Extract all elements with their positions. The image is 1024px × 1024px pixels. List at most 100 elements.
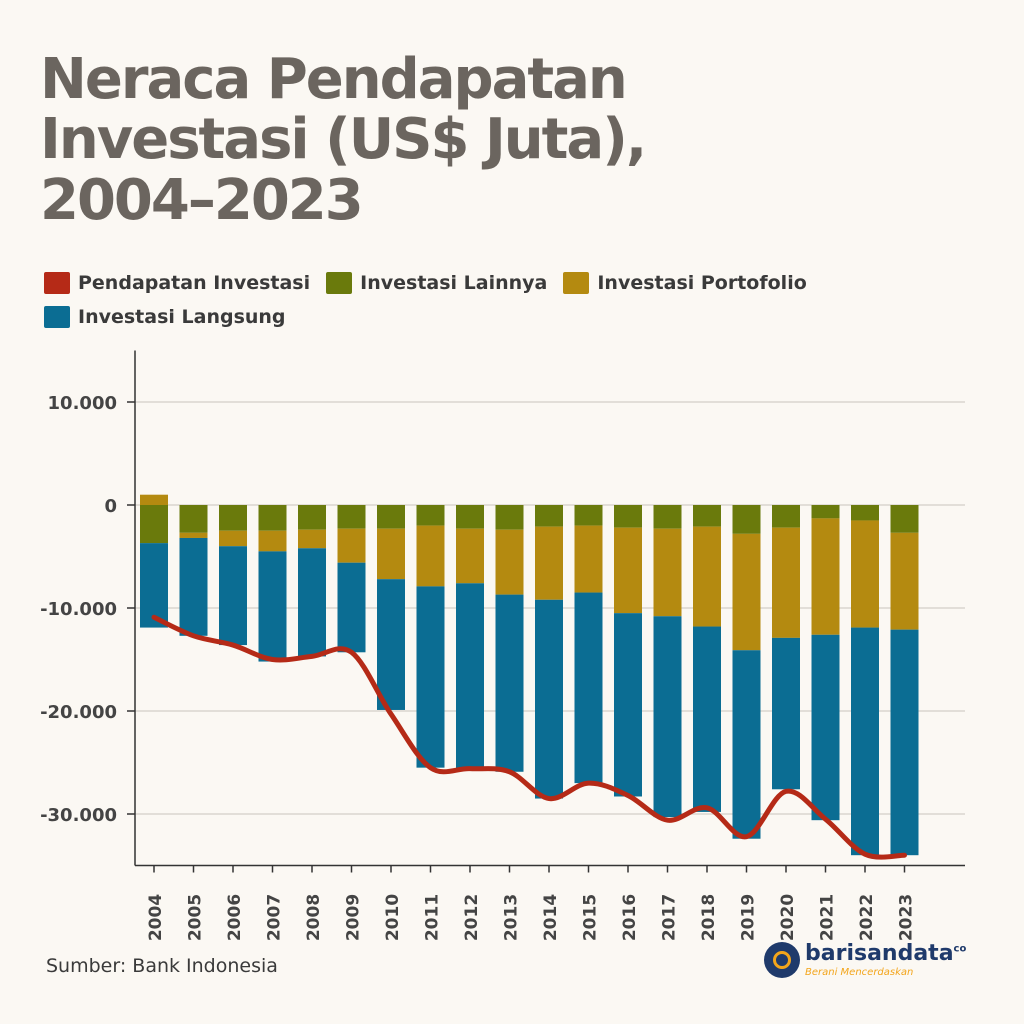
bar-langsung [495,594,524,772]
bar-langsung [535,599,563,799]
logo-mark-icon [764,942,800,978]
bar-lainnya [614,505,642,528]
chart-title: Neraca Pendapatan Investasi (US$ Juta), … [40,47,800,233]
bar-lainnya [535,505,563,527]
bar-portofolio [456,528,484,584]
bar-lainnya [219,505,247,531]
bar-langsung [693,626,721,812]
bar-langsung [732,650,761,839]
bar-portofolio [219,530,247,547]
bar-portofolio [535,526,563,600]
bar-lainnya [890,505,919,533]
legend-label-pendapatan: Pendapatan Investasi [78,272,311,294]
bar-lainnya [258,505,287,531]
logo-name: barisandataco [805,940,967,966]
bar-lainnya [377,505,405,529]
bar-lainnya [772,505,800,528]
bar-portofolio [495,529,524,595]
x-tick-label: 2020 [778,894,798,941]
source-note: Sumber: Bank Indonesia [46,955,278,977]
x-tick-label: 2019 [739,894,759,941]
logo-tagline: Berani Mencerdaskan [805,966,914,978]
bar-langsung [772,637,800,790]
bar-lainnya [337,505,366,529]
bar-lainnya [693,505,721,527]
bar-lainnya [495,505,524,530]
legend-label-lainnya: Investasi Lainnya [360,272,548,294]
legend-item-pendapatan: Pendapatan Investasi [44,270,310,296]
bar-lainnya [298,505,326,530]
logo-suffix: co [953,943,967,955]
logo-text: barisandataco Berani Mencerdaskan [805,940,967,978]
bar-portofolio [574,525,603,593]
bar-portofolio [416,525,445,587]
bar-portofolio [614,527,642,614]
x-tick-label: 2008 [304,894,324,941]
bar-portofolio [377,528,405,580]
legend-swatch-pendapatan [44,272,70,294]
bar-langsung [890,629,919,856]
x-tick-label: 2005 [186,894,206,941]
x-tick-label: 2015 [581,894,601,941]
bar-portofolio [811,518,840,635]
y-tick-label: -30.000 [40,805,117,826]
bar-lainnya [140,505,168,544]
x-tick-label: 2011 [423,894,443,941]
legend-label-portofolio: Investasi Portofolio [597,272,807,294]
title-line-2: Investasi (US$ Juta), [40,107,647,173]
bar-langsung [337,562,366,653]
x-tick-label: 2014 [541,894,561,941]
bar-langsung [811,634,840,821]
bar-langsung [653,616,682,818]
bar-portofolio [772,527,800,638]
bar-portofolio [337,528,366,563]
x-tick-label: 2012 [462,894,482,941]
bar-portofolio [890,532,919,630]
x-tick-label: 2004 [146,894,166,941]
line-pendapatan [151,614,907,860]
legend-label-langsung: Investasi Langsung [78,306,286,328]
y-tick-label: 10.000 [48,393,117,414]
title-line-1: Neraca Pendapatan [40,47,628,112]
y-tick-label: -10.000 [40,599,117,620]
bar-lainnya [416,505,445,526]
bar-portofolio [298,529,326,549]
brand-logo: barisandataco Berani Mencerdaskan [764,942,966,978]
bar-portofolio [179,532,208,538]
bar-langsung [416,586,445,768]
bar-lainnya [456,505,484,529]
bar-langsung [298,548,326,657]
bar-portofolio [851,520,879,628]
title-line-3: 2004–2023 [40,167,364,233]
legend-swatch-portofolio [563,272,590,294]
bar-langsung [219,546,247,646]
legend-item-portofolio: Investasi Portofolio [563,270,807,296]
bar-langsung [258,551,287,662]
bar-lainnya [179,505,208,533]
bar-lainnya [851,505,879,521]
x-tick-label: 2021 [818,894,838,941]
x-tick-label: 2018 [699,894,719,941]
bar-langsung [179,537,208,636]
x-tick-label: 2007 [265,894,285,941]
x-tick-label: 2006 [225,894,245,941]
bar-lainnya [653,505,682,529]
x-tick-label: 2016 [620,894,640,941]
legend-swatch-lainnya [326,272,353,294]
bar-lainnya [732,505,761,534]
bar-langsung [574,592,603,784]
bar-portofolio [693,526,721,627]
legend: Pendapatan Investasi Investasi Lainnya I… [44,270,844,330]
legend-item-langsung: Investasi Langsung [44,304,286,330]
x-tick-label: 2017 [660,894,680,941]
x-tick-label: 2022 [857,894,877,941]
bar-langsung [140,543,168,628]
bar-portofolio [732,533,761,651]
x-tick-label: 2013 [502,894,522,941]
y-tick-label: 0 [104,496,117,517]
x-tick-label: 2023 [897,894,917,941]
x-tick-label: 2009 [344,894,364,941]
bar-portofolio [140,494,168,505]
legend-swatch-langsung [44,306,70,328]
